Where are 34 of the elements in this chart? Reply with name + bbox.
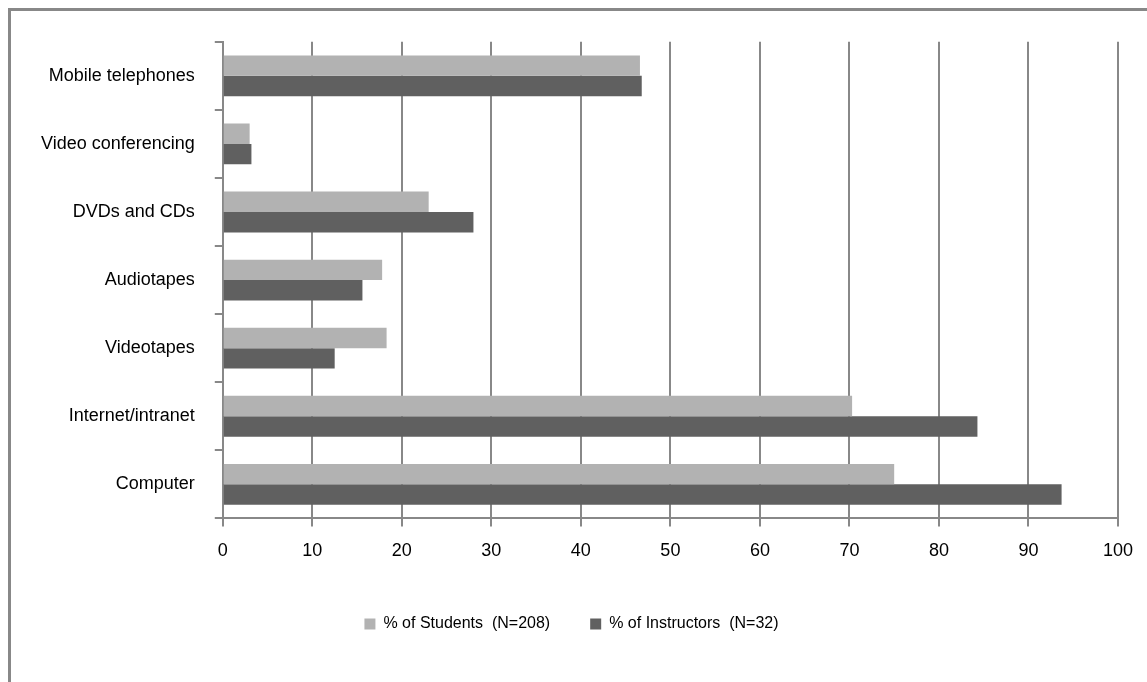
bar (223, 327, 387, 349)
bar (223, 259, 383, 281)
y-tick-label: Audiotapes (104, 269, 195, 290)
x-tick-label: 50 (660, 540, 681, 561)
bar (223, 416, 978, 437)
x-tick-label: 70 (839, 540, 860, 561)
bar (223, 348, 335, 369)
y-tick-label: Videotapes (105, 337, 195, 358)
x-tick-label: 0 (217, 540, 228, 561)
bar (223, 484, 1062, 505)
x-tick-label: 20 (391, 540, 412, 561)
x-tick-label: 60 (749, 540, 770, 561)
x-tick-label: 40 (570, 540, 591, 561)
x-tick-label: 100 (1102, 540, 1134, 561)
bar (223, 212, 474, 233)
x-tick-label: 10 (302, 540, 323, 561)
bar (223, 191, 429, 213)
bar (223, 395, 853, 417)
bar (223, 123, 250, 144)
bar (223, 280, 363, 301)
legend-label: % of Instructors (N=32) (609, 614, 779, 632)
bar (223, 143, 252, 165)
x-tick-label: 80 (928, 540, 949, 561)
x-tick-label: 90 (1018, 540, 1039, 561)
y-tick-label: Computer (115, 473, 195, 494)
bar (223, 75, 642, 97)
legend-label: % of Students (N=208) (383, 614, 551, 632)
bar (223, 463, 895, 485)
bar (223, 55, 640, 76)
y-tick-label: Mobile telephones (48, 64, 195, 85)
y-tick-label: Video conferencing (40, 132, 195, 153)
y-tick-label: Internet/intranet (68, 405, 195, 426)
y-tick-label: DVDs and CDs (72, 200, 195, 221)
x-tick-label: 30 (481, 540, 502, 561)
